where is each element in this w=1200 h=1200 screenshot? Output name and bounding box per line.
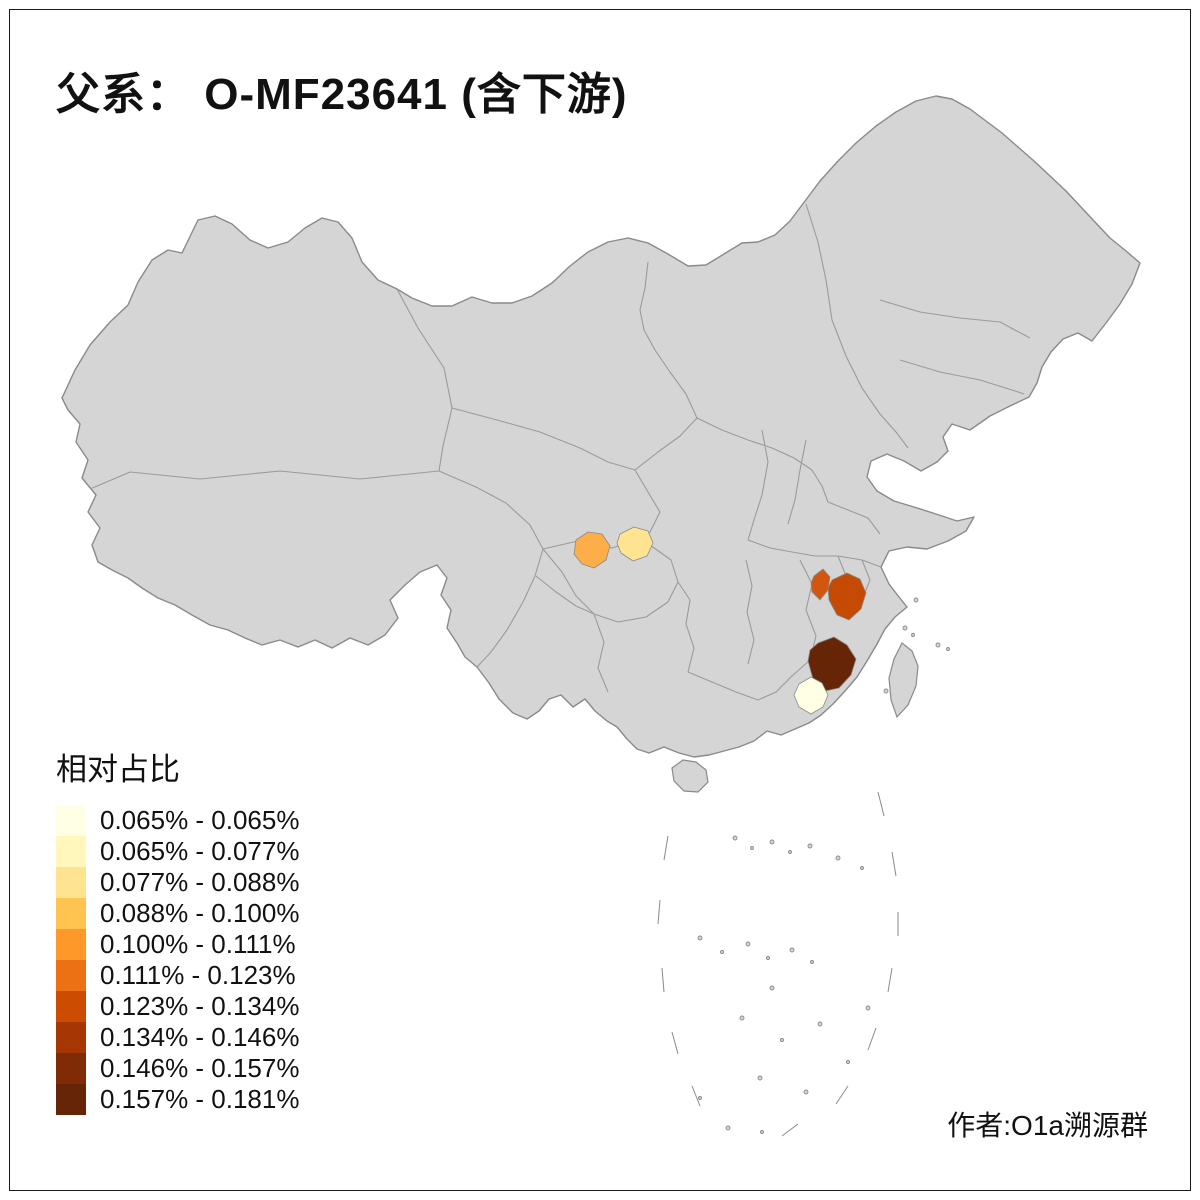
legend-label: 0.146% - 0.157% bbox=[100, 1053, 300, 1083]
islands bbox=[671, 642, 919, 793]
legend-label: 0.088% - 0.100% bbox=[100, 898, 300, 928]
legend-label: 0.157% - 0.181% bbox=[100, 1084, 300, 1114]
sea-boundary-dashes bbox=[657, 791, 899, 1137]
legend-swatch bbox=[56, 1053, 86, 1084]
legend-swatch bbox=[56, 805, 86, 836]
highlight-region-fujian-central bbox=[807, 636, 857, 692]
highlight-region-fujian-south bbox=[793, 676, 829, 715]
legend-swatch bbox=[56, 991, 86, 1022]
china-mainland bbox=[61, 95, 1141, 758]
legend-item: 0.134% - 0.146% bbox=[56, 1022, 299, 1053]
legend-swatch bbox=[56, 898, 86, 929]
legend-item: 0.157% - 0.181% bbox=[56, 1084, 299, 1115]
highlight-region-zhejiang-small bbox=[810, 568, 831, 601]
legend-label: 0.111% - 0.123% bbox=[100, 960, 296, 990]
legend-swatch bbox=[56, 1022, 86, 1053]
highlight-region-zhejiang-large bbox=[827, 572, 867, 621]
legend-swatch bbox=[56, 1084, 86, 1115]
attribution: 作者:O1a溯源群 bbox=[947, 1110, 1148, 1141]
legend-label: 0.065% - 0.077% bbox=[100, 836, 300, 866]
legend-label: 0.134% - 0.146% bbox=[100, 1022, 300, 1052]
legend-item: 0.088% - 0.100% bbox=[56, 898, 299, 929]
legend-items: 0.065% - 0.065% 0.065% - 0.077% 0.077% - 0… bbox=[56, 805, 299, 1115]
legend-swatch bbox=[56, 929, 86, 960]
province-borders bbox=[89, 203, 1031, 701]
small-islets bbox=[697, 597, 950, 1134]
highlighted-regions bbox=[573, 526, 867, 715]
highlight-region-sichuan-east bbox=[616, 526, 654, 562]
legend-item: 0.123% - 0.134% bbox=[56, 991, 299, 1022]
legend-title: 相对占比 bbox=[56, 752, 180, 787]
legend: 相对占比 0.065% - 0.065% 0.065% - 0.077% 0.077… bbox=[56, 744, 299, 1115]
page-title: 父系： O-MF23641 (含下游) bbox=[56, 70, 628, 119]
hainan-island bbox=[671, 759, 709, 793]
legend-label: 0.065% - 0.065% bbox=[100, 805, 300, 835]
legend-label: 0.077% - 0.088% bbox=[100, 867, 300, 897]
legend-item: 0.077% - 0.088% bbox=[56, 867, 299, 898]
legend-item: 0.146% - 0.157% bbox=[56, 1053, 299, 1084]
legend-item: 0.065% - 0.077% bbox=[56, 836, 299, 867]
legend-swatch bbox=[56, 960, 86, 991]
taiwan-island bbox=[888, 642, 919, 719]
legend-item: 0.100% - 0.111% bbox=[56, 929, 299, 960]
legend-label: 0.123% - 0.134% bbox=[100, 991, 300, 1021]
legend-label: 0.100% - 0.111% bbox=[100, 929, 296, 959]
legend-item: 0.111% - 0.123% bbox=[56, 960, 299, 991]
legend-swatch bbox=[56, 836, 86, 867]
highlight-region-sichuan-west bbox=[573, 531, 611, 569]
legend-item: 0.065% - 0.065% bbox=[56, 805, 299, 836]
legend-swatch bbox=[56, 867, 86, 898]
